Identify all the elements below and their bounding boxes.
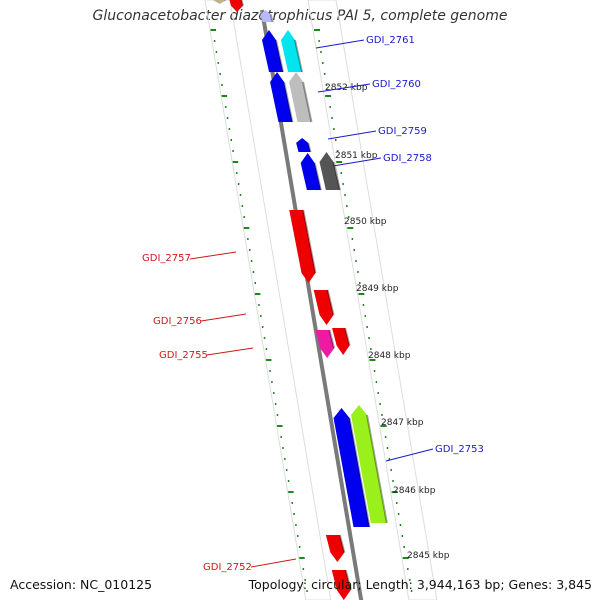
- label-leader: [385, 448, 434, 462]
- label-leader: [317, 83, 371, 93]
- scale-label: 2846 kbp: [393, 486, 436, 496]
- gene-label-gdi-2758: GDI_2758: [383, 153, 432, 164]
- dark-grey-block-body: [319, 152, 340, 190]
- gene-label-gdi-2755: GDI_2755: [159, 350, 208, 361]
- gene-gdi-2759: [296, 138, 312, 153]
- label-leader: [332, 157, 382, 167]
- grey-block-shade: [302, 81, 313, 123]
- label-leader: [327, 130, 377, 140]
- feature-bands: [204, 0, 438, 600]
- gene-labels: GDI_2761 GDI_2760 GDI_2759 GDI_2758 GDI_…: [142, 35, 484, 573]
- gene-label-gdi-2759: GDI_2759: [378, 126, 427, 137]
- gene-gdi-2752-continuation-body: [331, 570, 351, 600]
- topology-text: Topology: circular: [248, 577, 358, 592]
- gene-gdi-2758-body: [300, 153, 321, 190]
- accession-text: Accession: NC_010125: [10, 577, 153, 592]
- label-leader: [315, 39, 365, 49]
- blue-partial-top: [260, 10, 274, 23]
- scale-label: 2847 kbp: [381, 418, 424, 428]
- gene-gdi-2755-body: [332, 328, 350, 355]
- gene-label-gdi-2760: GDI_2760: [372, 79, 421, 90]
- gene-count-text: Genes: 3,845: [508, 577, 592, 592]
- gene-gdi-2752-shade: [338, 534, 346, 553]
- blue-partial-top-body: [260, 10, 273, 22]
- gene-gdi-2758-shade: [313, 162, 322, 191]
- gene-label-leaders: [189, 39, 434, 568]
- grey-block: [289, 72, 313, 123]
- cyan-block-body: [281, 30, 303, 72]
- label-leader: [250, 558, 297, 568]
- gene-label-gdi-2761: GDI_2761: [366, 35, 415, 46]
- olive-block-body: [213, 0, 226, 4]
- dark-grey-block: [319, 152, 341, 191]
- gene-gdi-2752-continuation: [331, 569, 352, 600]
- gene-gdi-2758: [300, 153, 322, 191]
- green-block-shade: [366, 414, 388, 524]
- scale-label: 2848 kbp: [368, 351, 411, 361]
- olive-block: [213, 0, 227, 4]
- cyan-block: [281, 30, 304, 73]
- green-block-body: [351, 405, 387, 523]
- gene-gdi-2756-shade: [326, 289, 335, 316]
- gene-gdi-2759-body: [296, 138, 311, 152]
- length-text: Length: 3,944,163 bp: [365, 577, 501, 592]
- gene-gdi-2753-body: [333, 408, 370, 527]
- gene-gdi-2756-body: [313, 290, 334, 325]
- red-partial-top-body: [229, 0, 243, 12]
- scale-label: 2845 kbp: [407, 551, 450, 561]
- gene-gdi-2757: [289, 209, 317, 283]
- ring-band: [204, 0, 332, 600]
- label-leader: [189, 251, 237, 260]
- gene-gdi-2759-shade: [307, 142, 312, 153]
- outer-scale-ticks: [314, 29, 413, 592]
- gene-gdi-2752: [325, 534, 346, 562]
- gene-gdi-2760-body: [270, 72, 293, 122]
- scale-label: 2850 kbp: [344, 217, 387, 227]
- scale-label: 2849 kbp: [356, 284, 399, 294]
- gene-label-gdi-2753: GDI_2753: [435, 444, 484, 455]
- gene-gdi-2757-body: [289, 210, 316, 283]
- gene-gdi-2760-shade: [283, 81, 294, 123]
- gene-label-gdi-2752: GDI_2752: [203, 562, 252, 573]
- magenta-block-body: [315, 330, 335, 358]
- label-leader: [206, 347, 254, 356]
- gene-gdi-2760: [270, 72, 294, 123]
- blue-partial-top-shade: [269, 13, 274, 23]
- map-title: Gluconacetobacter diazotrophicus PAI 5, …: [92, 8, 508, 24]
- gene-gdi-2753: [333, 408, 371, 528]
- scale-label: 2851 kbp: [335, 151, 378, 161]
- gene-arrows: [213, 0, 388, 600]
- gene-gdi-2761-shade: [275, 39, 285, 73]
- red-partial-top: [229, 0, 244, 12]
- dark-grey-block-shade: [332, 161, 341, 191]
- gene-gdi-2756: [313, 289, 335, 325]
- gene-gdi-2752-continuation-shade: [344, 569, 352, 591]
- red-partial-top-shade: [240, 0, 244, 6]
- magenta-block-shade: [328, 329, 336, 349]
- gene-gdi-2761-body: [262, 30, 284, 72]
- gene-gdi-2761: [262, 30, 285, 73]
- label-leader: [200, 313, 247, 322]
- gene-gdi-2755: [332, 327, 351, 355]
- gene-gdi-2757-shade: [302, 209, 317, 274]
- gene-label-gdi-2756: GDI_2756: [153, 316, 202, 327]
- grey-block-body: [289, 72, 312, 122]
- cyan-block-shade: [294, 39, 304, 73]
- gene-gdi-2752-body: [325, 535, 345, 562]
- gene-label-gdi-2757: GDI_2757: [142, 253, 191, 264]
- genome-stats: Topology: circular; Length: 3,944,163 bp…: [248, 577, 592, 592]
- magenta-block: [315, 329, 336, 358]
- gene-gdi-2753-shade: [348, 417, 371, 528]
- green-block: [351, 405, 388, 524]
- inner-scale-ticks: [210, 29, 308, 592]
- gene-gdi-2755-shade: [344, 327, 351, 346]
- ring-band: [307, 0, 438, 600]
